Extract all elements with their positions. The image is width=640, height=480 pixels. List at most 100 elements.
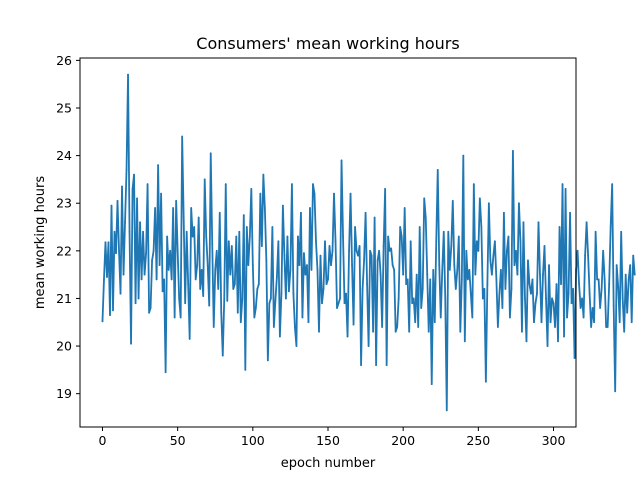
- data-point: [121, 185, 123, 188]
- data-point: [282, 204, 284, 207]
- data-point: [101, 320, 104, 323]
- data-point: [390, 247, 393, 250]
- data-point: [483, 288, 486, 290]
- data-point: [300, 211, 302, 214]
- data-point: [525, 340, 528, 343]
- data-point: [208, 304, 211, 307]
- data-point: [426, 273, 429, 276]
- data-point: [548, 264, 550, 267]
- data-point: [125, 168, 128, 171]
- data-point: [154, 207, 157, 209]
- data-point: [400, 235, 403, 238]
- data-point: [313, 192, 316, 195]
- data-point: [324, 240, 326, 243]
- data-point: [227, 240, 230, 243]
- data-point: [336, 307, 338, 309]
- data-point: [545, 297, 547, 300]
- data-point: [396, 326, 399, 328]
- data-point: [200, 268, 203, 271]
- data-point: [621, 297, 624, 300]
- data-point: [537, 221, 540, 224]
- data-point: [140, 278, 143, 281]
- data-point: [519, 240, 522, 243]
- data-point: [477, 249, 480, 252]
- data-point: [321, 302, 323, 305]
- data-point: [522, 221, 525, 224]
- data-point: [309, 207, 311, 209]
- data-point: [124, 221, 126, 224]
- data-point: [450, 245, 453, 247]
- data-point: [230, 245, 233, 247]
- data-point: [536, 292, 538, 295]
- data-point: [518, 202, 520, 205]
- data-point: [307, 321, 310, 324]
- data-point: [406, 278, 409, 281]
- data-point: [540, 321, 543, 324]
- data-point: [345, 292, 347, 295]
- data-point: [106, 276, 108, 278]
- data-point: [549, 321, 552, 324]
- data-point: [412, 297, 415, 300]
- data-point: [272, 326, 275, 328]
- data-point: [254, 307, 257, 309]
- data-point: [627, 278, 630, 281]
- data-point: [178, 297, 181, 300]
- data-point: [145, 252, 147, 255]
- data-point: [507, 235, 510, 238]
- data-point: [151, 259, 153, 262]
- plot-area: [101, 73, 636, 412]
- y-tick-label: 21: [56, 291, 72, 306]
- data-point: [579, 307, 582, 309]
- data-point: [292, 292, 295, 295]
- chart-title: Consumers' mean working hours: [196, 34, 459, 53]
- data-point: [561, 183, 564, 186]
- data-point: [170, 278, 173, 281]
- data-point: [588, 292, 591, 295]
- data-point: [570, 302, 573, 305]
- data-point: [196, 264, 199, 267]
- data-point: [263, 207, 266, 209]
- y-axis: 19 20 21 22 23 24 25 26: [56, 53, 80, 401]
- data-point: [146, 183, 149, 186]
- data-point: [433, 321, 436, 324]
- data-point: [444, 297, 447, 300]
- data-point: [152, 249, 155, 252]
- data-point: [474, 273, 477, 276]
- data-point: [429, 278, 432, 281]
- data-point: [427, 330, 430, 333]
- data-point: [408, 330, 411, 333]
- data-point: [481, 297, 484, 300]
- data-point: [552, 302, 555, 305]
- data-point: [387, 235, 390, 238]
- data-point: [257, 283, 260, 286]
- data-point: [465, 249, 468, 252]
- data-point: [304, 273, 307, 276]
- data-point: [543, 245, 546, 247]
- x-tick-label: 200: [391, 433, 415, 448]
- data-point: [221, 354, 224, 357]
- data-point: [430, 383, 433, 386]
- data-point: [226, 299, 229, 302]
- data-point: [602, 249, 605, 252]
- y-tick-label: 25: [56, 100, 72, 115]
- data-point: [260, 245, 263, 247]
- data-point: [369, 249, 371, 252]
- data-point: [367, 345, 370, 347]
- data-point: [630, 321, 633, 324]
- data-point: [277, 240, 280, 243]
- data-point: [194, 278, 197, 281]
- data-point: [480, 226, 483, 228]
- data-point: [343, 302, 346, 305]
- data-point: [239, 321, 242, 324]
- data-point: [330, 264, 332, 267]
- data-point: [199, 288, 202, 290]
- x-tick-label: 150: [316, 433, 340, 448]
- data-point: [285, 297, 287, 300]
- data-point: [459, 330, 462, 333]
- data-point: [286, 235, 289, 238]
- data-point: [382, 245, 385, 247]
- data-point: [157, 164, 160, 167]
- data-point: [554, 326, 556, 328]
- data-point: [203, 178, 206, 181]
- data-point: [373, 216, 376, 219]
